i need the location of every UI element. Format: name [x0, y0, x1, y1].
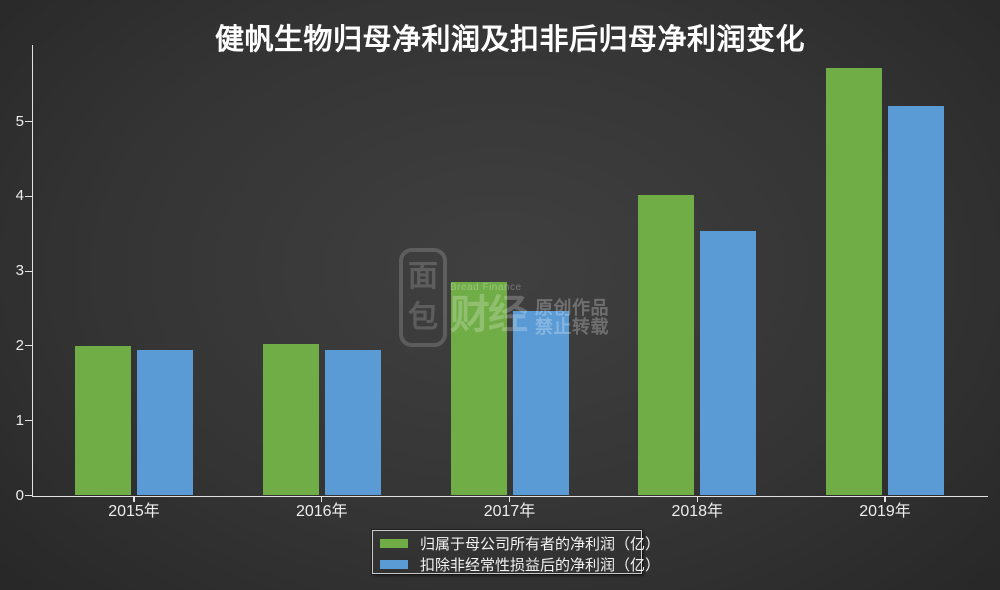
logo-char-top: 面 — [408, 260, 438, 294]
legend-label: 扣除非经常性损益后的净利润（亿） — [420, 557, 661, 574]
x-axis-category-label: 2015年 — [108, 503, 160, 520]
y-axis-tick — [25, 195, 32, 197]
y-axis-tick-label: 0 — [15, 486, 24, 504]
bar-blue-2017年 — [512, 311, 569, 496]
bar-green-2019年 — [826, 68, 882, 496]
y-axis-tick-label: 4 — [15, 187, 24, 205]
bar-green-2016年 — [262, 343, 319, 496]
x-axis-tick — [133, 496, 135, 502]
x-axis-category-label: 2016年 — [295, 503, 348, 520]
y-axis-tick-label: 2 — [15, 336, 24, 354]
legend-item-deducted-net-profit: 扣除非经常性损益后的净利润（亿） — [373, 554, 660, 575]
logo-char-bottom: 包 — [408, 300, 438, 334]
x-axis-category-label: 2019年 — [859, 503, 911, 520]
y-axis-tick-label: 5 — [15, 112, 24, 130]
bar-blue-2019年 — [888, 105, 944, 496]
y-axis-tick — [25, 420, 32, 422]
x-axis-tick — [884, 496, 886, 502]
bar-green-2017年 — [450, 282, 507, 496]
chart-title: 健帆生物归母净利润及扣非后归母净利润变化 — [214, 24, 805, 56]
legend-swatch-green — [380, 539, 408, 548]
legend-item-net-profit: 归属于母公司所有者的净利润（亿） — [373, 533, 660, 554]
bar-green-2015年 — [75, 345, 131, 496]
y-axis-tick — [25, 270, 32, 272]
x-axis-tick — [696, 496, 698, 502]
y-axis-tick — [25, 120, 32, 123]
y-axis-tick — [25, 494, 32, 497]
x-axis-category-label: 2018年 — [671, 503, 724, 520]
bar-blue-2018年 — [700, 231, 757, 496]
y-axis-tick — [25, 345, 32, 347]
legend-label: 归属于母公司所有者的净利润（亿） — [420, 536, 661, 553]
y-axis-tick-label: 3 — [15, 262, 24, 280]
x-axis-tick — [508, 496, 511, 502]
x-axis-tick — [321, 496, 323, 502]
y-axis-tick-label: 1 — [15, 411, 24, 429]
bar-blue-2016年 — [324, 350, 381, 496]
bread-finance-logo-icon: 面 包 — [399, 248, 447, 347]
legend: 归属于母公司所有者的净利润（亿） 扣除非经常性损益后的净利润（亿） — [372, 530, 660, 575]
bar-green-2018年 — [638, 194, 695, 496]
legend-swatch-blue — [380, 560, 408, 569]
y-axis-line — [32, 45, 34, 497]
bar-blue-2015年 — [137, 350, 193, 496]
x-axis-line — [32, 495, 988, 497]
x-axis-category-label: 2017年 — [483, 503, 536, 520]
